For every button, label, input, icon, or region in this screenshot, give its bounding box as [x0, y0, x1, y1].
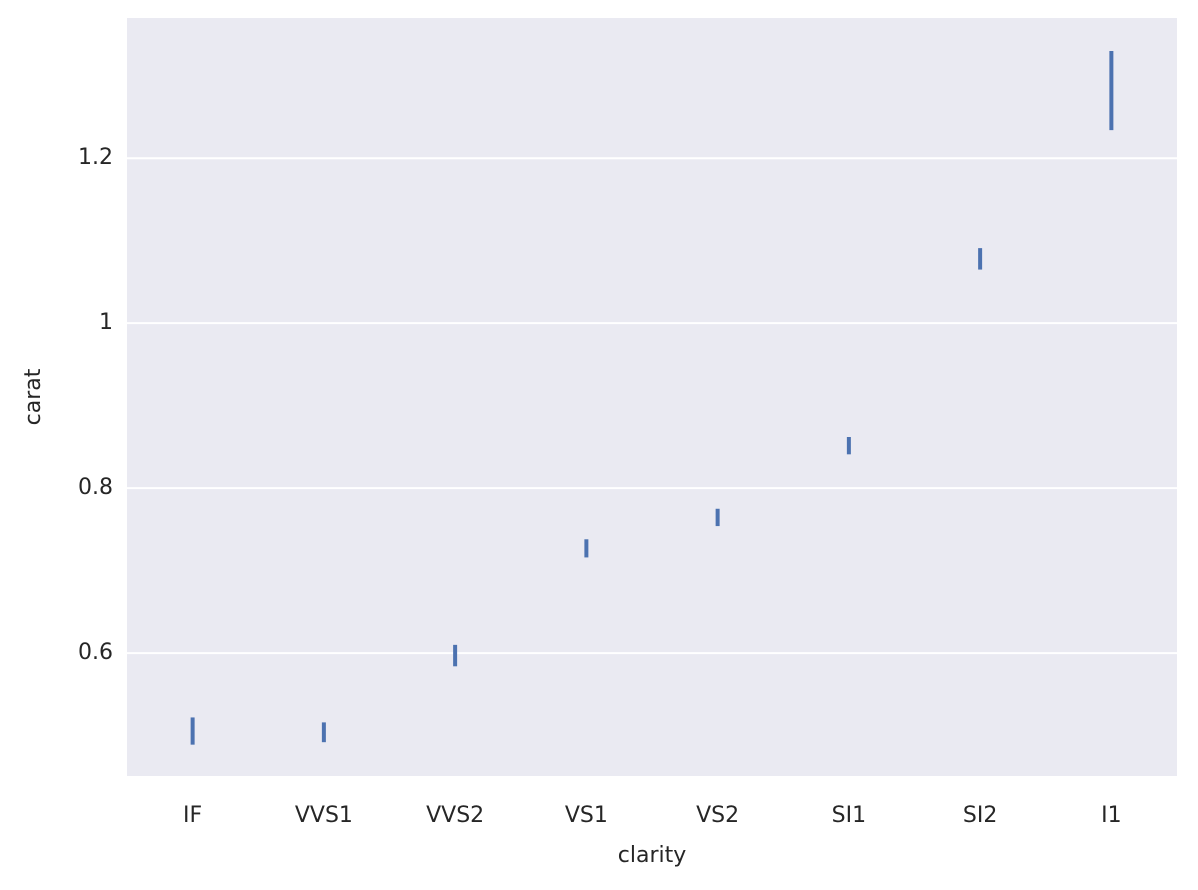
x-tick-label: IF [183, 803, 202, 828]
x-axis-label: clarity [618, 843, 687, 868]
y-tick-label: 1 [99, 310, 113, 335]
x-tick-label: VVS1 [295, 803, 353, 828]
y-axis-label: carat [21, 368, 46, 425]
x-tick-label: VS1 [565, 803, 608, 828]
x-tick-label: VVS2 [426, 803, 484, 828]
y-tick-label: 1.2 [78, 145, 113, 170]
x-tick-label: SI1 [832, 803, 866, 828]
y-tick-label: 0.6 [78, 640, 113, 665]
plot-area [127, 18, 1177, 776]
x-tick-label: SI2 [963, 803, 997, 828]
y-tick-label: 0.8 [78, 475, 113, 500]
x-tick-label: VS2 [696, 803, 739, 828]
x-tick-label: I1 [1101, 803, 1122, 828]
